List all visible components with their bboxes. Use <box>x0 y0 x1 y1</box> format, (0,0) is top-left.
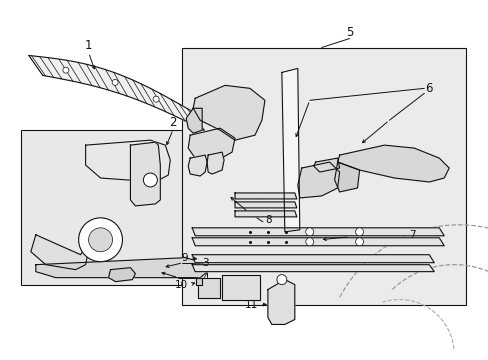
Bar <box>182 48 465 305</box>
Polygon shape <box>36 258 210 278</box>
Polygon shape <box>130 142 160 206</box>
Circle shape <box>112 80 118 85</box>
Circle shape <box>63 67 69 73</box>
Text: 4: 4 <box>202 273 208 283</box>
Polygon shape <box>235 211 296 217</box>
Polygon shape <box>313 158 339 172</box>
Bar <box>21 130 224 285</box>
Polygon shape <box>235 202 296 208</box>
Text: 10: 10 <box>175 280 188 289</box>
Circle shape <box>153 96 159 102</box>
Text: 7: 7 <box>408 230 415 240</box>
Polygon shape <box>188 155 207 176</box>
Polygon shape <box>196 278 202 285</box>
Polygon shape <box>281 68 299 232</box>
Circle shape <box>355 228 363 236</box>
Polygon shape <box>85 140 170 182</box>
Polygon shape <box>29 55 203 130</box>
Polygon shape <box>192 238 443 246</box>
Polygon shape <box>192 228 443 236</box>
Text: 8: 8 <box>264 215 271 225</box>
Polygon shape <box>235 193 296 199</box>
Text: 1: 1 <box>85 39 92 52</box>
Polygon shape <box>192 255 433 263</box>
Text: 9: 9 <box>181 253 188 263</box>
Polygon shape <box>334 162 359 192</box>
Polygon shape <box>337 145 448 182</box>
Polygon shape <box>108 268 135 282</box>
Circle shape <box>355 238 363 246</box>
Polygon shape <box>198 278 220 298</box>
Polygon shape <box>297 162 339 198</box>
Polygon shape <box>193 85 264 140</box>
Circle shape <box>305 238 313 246</box>
Text: 2: 2 <box>169 116 177 129</box>
Text: 5: 5 <box>345 26 352 39</box>
Text: 3: 3 <box>202 258 208 268</box>
Polygon shape <box>31 235 90 270</box>
Circle shape <box>88 228 112 252</box>
Text: 11: 11 <box>244 300 258 310</box>
Polygon shape <box>186 108 202 133</box>
Circle shape <box>276 275 286 285</box>
Circle shape <box>305 228 313 236</box>
Polygon shape <box>188 128 235 160</box>
Circle shape <box>143 173 157 187</box>
Polygon shape <box>192 265 433 272</box>
Polygon shape <box>207 152 224 174</box>
Circle shape <box>79 218 122 262</box>
Polygon shape <box>222 275 260 300</box>
Polygon shape <box>267 280 294 324</box>
Text: 6: 6 <box>425 82 432 95</box>
